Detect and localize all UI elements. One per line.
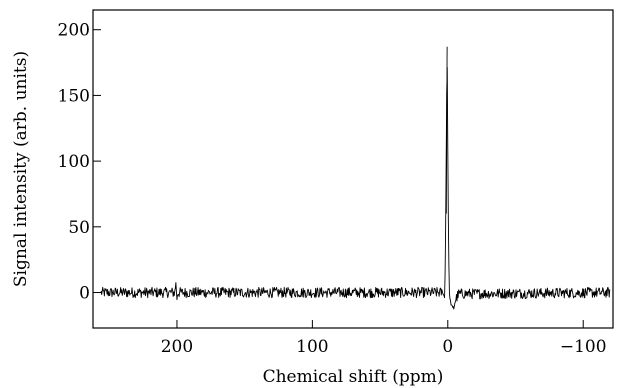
x-axis: 200 100 0 −100: [161, 320, 607, 357]
spectrum-line: [100, 67, 611, 310]
x-tick-label: −100: [560, 337, 607, 357]
y-tick-label: 100: [58, 152, 90, 172]
x-tick-label: 200: [161, 337, 193, 357]
plot-area: [100, 46, 611, 310]
x-tick-label: 0: [442, 337, 453, 357]
peak-point: [445, 46, 448, 214]
plot-frame: [92, 9, 614, 329]
x-tick-label: 100: [296, 337, 328, 357]
y-tick-label: 0: [79, 284, 90, 304]
y-axis-title: Signal intensity (arb. units): [11, 51, 31, 287]
y-tick-label: 150: [58, 86, 90, 106]
y-tick-label: 50: [68, 218, 90, 238]
y-axis: 0 50 100 150 200: [58, 21, 101, 304]
y-tick-label: 200: [58, 21, 90, 41]
x-axis-title: Chemical shift (ppm): [263, 367, 444, 387]
